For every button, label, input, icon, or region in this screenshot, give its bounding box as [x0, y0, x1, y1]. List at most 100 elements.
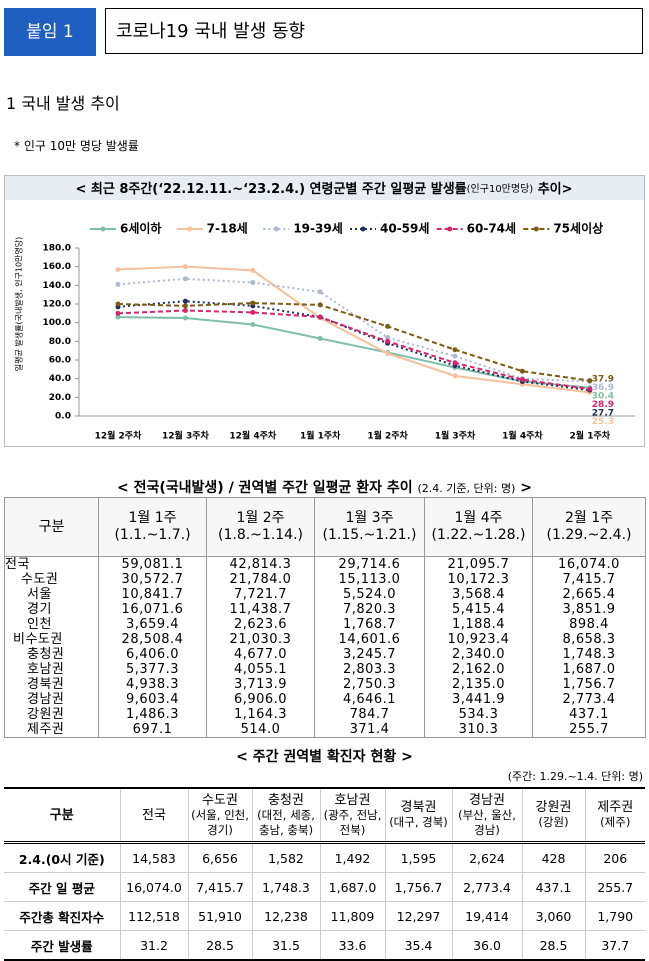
table2-title: < 주간 권역별 확진자 현황 >: [236, 749, 413, 765]
header-note: (1.8.~1.14.): [218, 527, 303, 543]
table-cell: 898.4: [532, 617, 646, 632]
table-row: 경기 16,071.6 11,438.7 7,820.3 5,415.4 3,851.9: [4, 602, 646, 617]
table-cell: 1,188.4: [424, 617, 533, 632]
y-tick-label: 0.0: [55, 412, 71, 422]
chart-title-bar: [5, 176, 644, 200]
table-cell: 강원권: [4, 707, 99, 722]
table-cell: 수도권: [4, 572, 99, 587]
table-cell: 3,851.9: [532, 602, 646, 617]
table-row: 인천 3,659.4 2,623.6 1,768.7 1,188.4 898.4: [4, 617, 646, 632]
legend-label: 75세이상: [553, 221, 603, 236]
table-cell: 28.5: [187, 930, 252, 961]
table-row: 충청권 6,406.0 4,677.0 3,245.7 2,340.0 1,748.3: [4, 647, 646, 662]
point: [317, 302, 323, 308]
table-row: 경북권 4,938.3 3,713.9 2,750.3 2,135.0 1,756.7: [4, 677, 646, 692]
table-cell: 10,172.3: [424, 572, 533, 587]
header-cell: 강원권 (강원): [521, 787, 585, 844]
point: [452, 360, 458, 366]
table-row: 경남권 9,603.4 6,906.0 4,646.1 3,441.9 2,773.4: [4, 692, 646, 707]
header-name: 구분: [38, 518, 65, 535]
section-heading: 1 국내 발생 추이: [6, 94, 120, 113]
table-cell: 11,438.7: [206, 602, 315, 617]
table-cell: 59,081.1: [98, 556, 207, 572]
x-tick-label: 12월 3주차: [162, 430, 209, 442]
header-name: 1월 3주: [345, 510, 394, 526]
table-cell: 10,923.4: [424, 632, 533, 647]
header-name: 구분: [49, 807, 74, 823]
table-cell: 주간 발생률: [4, 930, 120, 961]
header-note: (서울, 인천, 경기): [191, 807, 249, 837]
point: [115, 310, 121, 316]
data-label: 36.9: [592, 383, 614, 393]
table-cell: 비수도권: [4, 632, 99, 647]
table-cell: 제주권: [4, 722, 99, 738]
table-cell: 51,910: [187, 901, 252, 931]
point: [317, 336, 323, 342]
data-label: 37.9: [592, 375, 614, 385]
table-cell: 11,809: [319, 901, 385, 931]
table-cell: 9,603.4: [98, 692, 207, 707]
point: [452, 353, 458, 359]
table-cell: 1,768.7: [314, 617, 425, 632]
table-cell: 4,677.0: [206, 647, 315, 662]
point: [317, 314, 323, 320]
point: [587, 378, 593, 384]
table-cell: 35.4: [384, 930, 452, 961]
table-cell: 428: [521, 842, 585, 873]
legend-label: 40-59세: [380, 221, 429, 236]
table-cell: 경남권: [4, 692, 99, 707]
table-cell: 3,441.9: [424, 692, 533, 707]
chart: < 최근 8주간(‘22.12.11.~‘23.2.4.) 연령군별 주간 일평…: [5, 176, 644, 442]
table2: 구분 전국 수도권 (서울, 인천, 경기) 충청권 (대전, 세종, 충남, 충북) 호남…: [4, 787, 645, 961]
header-name: 경남권: [469, 792, 505, 808]
table-cell: 255.7: [584, 872, 645, 902]
table-cell: 19,414: [451, 901, 522, 931]
table-cell: 10,841.7: [98, 587, 207, 602]
table-cell: 5,377.3: [98, 662, 207, 677]
table-cell: 29,714.6: [314, 556, 425, 572]
y-tick-label: 80.0: [49, 337, 71, 347]
header-note: (강원): [538, 815, 569, 829]
table-cell: 3,713.9: [206, 677, 315, 692]
table-cell: 1,790: [584, 901, 645, 931]
table-cell: 16,071.6: [98, 602, 207, 617]
series-line: [117, 265, 590, 394]
legend-label: 7-18세: [207, 221, 248, 236]
y-tick-label: 40.0: [49, 374, 71, 384]
chart-title: < 최근 8주간(‘22.12.11.~‘23.2.4.) 연령군별 주간 일평…: [75, 181, 572, 197]
y-tick-label: 20.0: [49, 393, 71, 403]
table1-title-main: < 전국(국내발생) / 권역별 주간 일평균 환자 추이: [117, 480, 413, 496]
table-cell: 2,135.0: [424, 677, 533, 692]
point: [452, 373, 458, 379]
header-cell: 1월 4주 (1.22.~1.28.): [424, 497, 533, 557]
header-note: (1.1.~1.7.): [114, 527, 191, 543]
table-row: 비수도권 28,508.4 21,030.3 14,601.6 10,923.4 8,65…: [4, 632, 646, 647]
table2-unit: (주간: 1.29.~1.4. 단위: 명): [507, 770, 643, 783]
table-row: 제주권 697.1 514.0 371.4 310.3 255.7: [4, 722, 646, 738]
header-cell: 1월 3주 (1.15.~1.21.): [314, 497, 425, 557]
chart-title-end: 추이>: [533, 181, 572, 197]
header-name: 제주권: [597, 800, 634, 815]
table-cell: 1,687.0: [319, 872, 385, 902]
series-line: [117, 277, 590, 383]
table-cell: 14,601.6: [314, 632, 425, 647]
point: [182, 264, 188, 270]
x-tick-label: 1월 2주차: [367, 430, 408, 442]
header-name: 1월 4주: [454, 510, 503, 526]
badge: 붙임 1: [4, 8, 96, 56]
header-cell: 제주권 (제주): [584, 787, 645, 844]
table-cell: 15,113.0: [314, 572, 425, 587]
header-name: 전국: [142, 807, 166, 823]
y-tick-label: 140.0: [43, 281, 71, 291]
legend-label: 19-39세: [293, 221, 342, 236]
table1-title: < 전국(국내발생) / 권역별 주간 일평균 환자 추이 (2.4. 기준, …: [0, 477, 649, 497]
point: [250, 267, 256, 273]
header-cell: 2월 1주 (1.29.~2.4.): [532, 497, 646, 557]
legend-marker: [100, 226, 106, 232]
table-cell: 경기: [4, 602, 99, 617]
table-cell: 2,623.6: [206, 617, 315, 632]
header-note: (대전, 세종, 충남, 충북): [257, 807, 315, 837]
table1-title-end: >: [515, 480, 532, 496]
series-line: [117, 302, 590, 382]
